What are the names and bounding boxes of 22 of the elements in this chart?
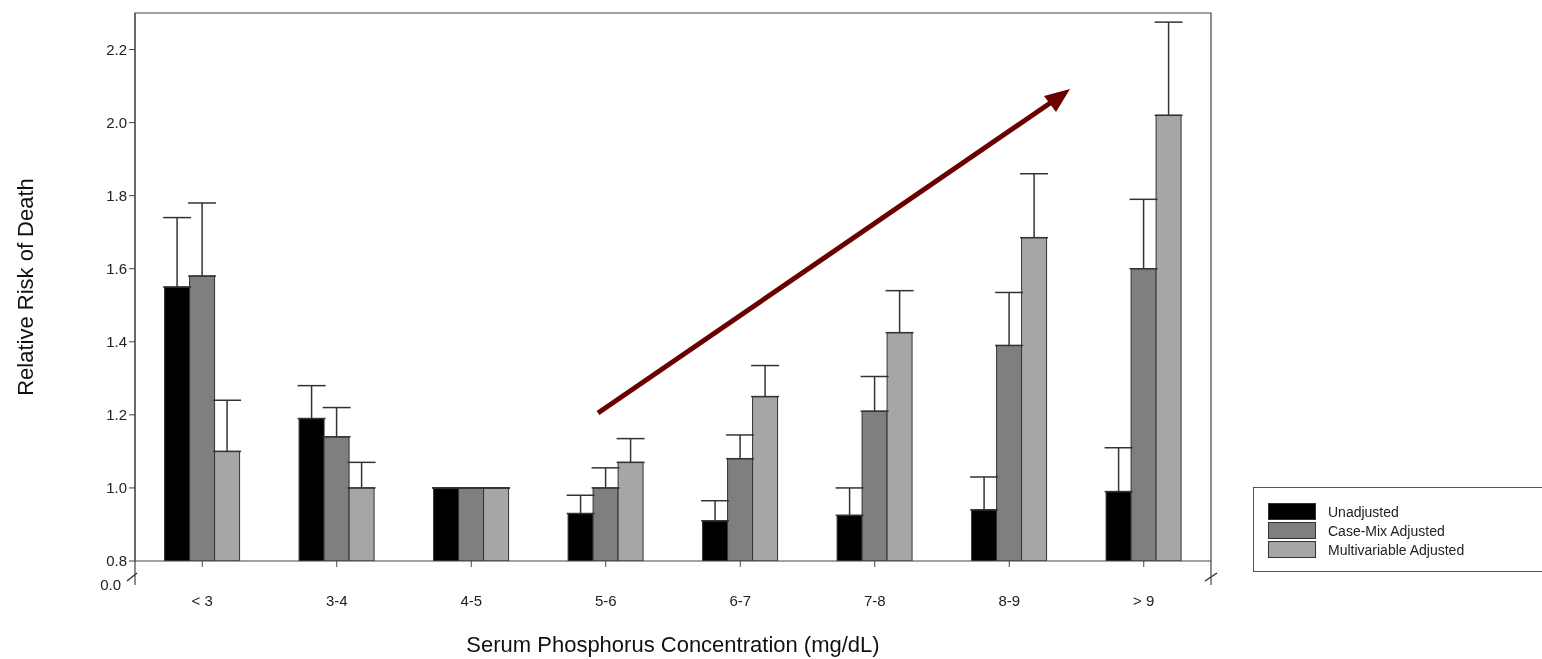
x-tick-label: 5-6 bbox=[594, 591, 617, 609]
y-tick-label: 0.8 bbox=[106, 552, 127, 570]
y-tick-label: 1.4 bbox=[106, 333, 127, 351]
x-tick-label: 6-7 bbox=[729, 591, 752, 609]
y-tick-label: 1.8 bbox=[106, 186, 127, 204]
x-tick-label: 4-5 bbox=[460, 591, 483, 609]
y-tick-label: 1.0 bbox=[106, 479, 127, 497]
x-axis-title: Serum Phosphorus Concentration (mg/dL) bbox=[466, 632, 880, 657]
y-tick-label: 1.6 bbox=[106, 260, 127, 278]
y-tick-label: 2.0 bbox=[106, 113, 127, 131]
y-tick-label: 1.2 bbox=[106, 406, 127, 424]
x-tick-label: < 3 bbox=[191, 591, 213, 609]
text: 0.0 bbox=[100, 576, 121, 594]
x-tick-label: 7-8 bbox=[863, 591, 886, 609]
legend-label: Case-Mix Adjusted bbox=[1328, 522, 1445, 539]
legend-label: Unadjusted bbox=[1328, 503, 1399, 520]
x-tick-label: 3-4 bbox=[325, 591, 348, 609]
y-tick-label: 2.2 bbox=[106, 40, 127, 58]
x-tick-label: 8-9 bbox=[998, 591, 1021, 609]
legend-label: Multivariable Adjusted bbox=[1328, 541, 1465, 558]
x-tick-label: > 9 bbox=[1133, 591, 1155, 609]
y-axis-title: Relative Risk of Death bbox=[12, 178, 38, 396]
